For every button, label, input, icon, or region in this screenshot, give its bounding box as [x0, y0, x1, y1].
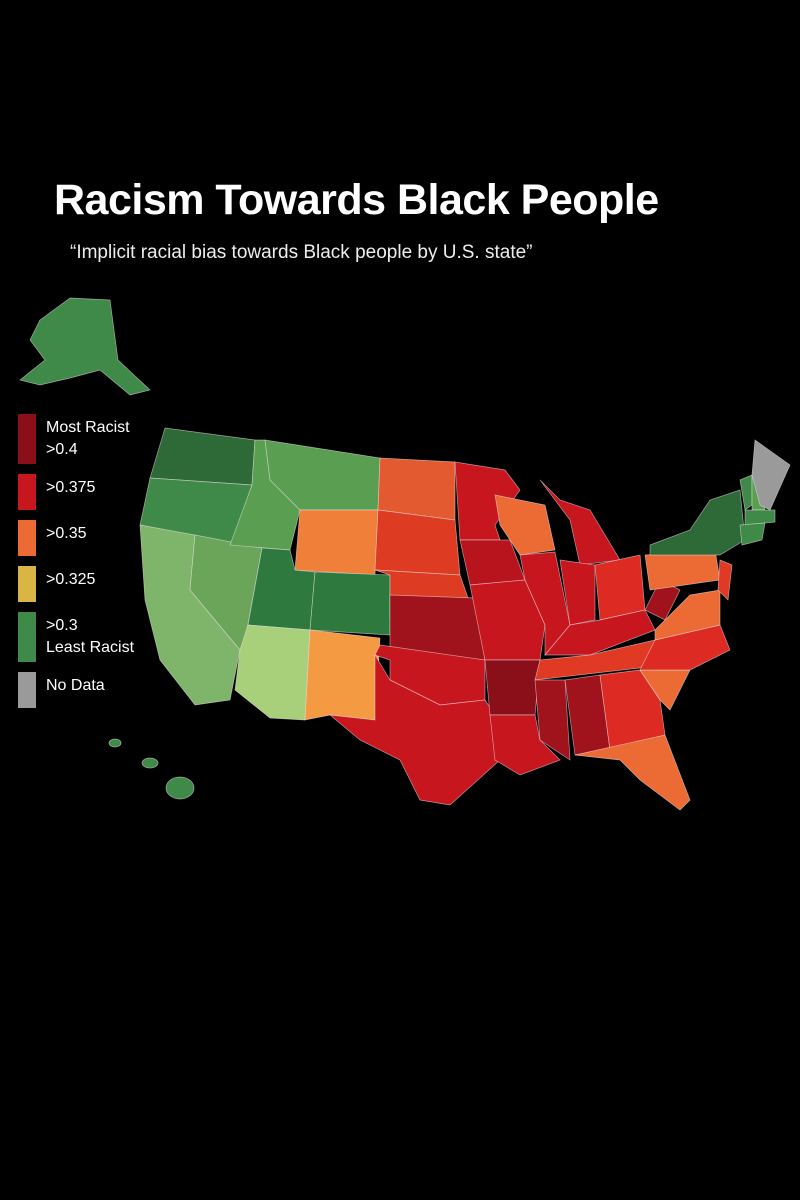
new-jersey — [717, 559, 733, 601]
louisiana — [489, 714, 561, 776]
mississippi — [534, 679, 571, 761]
hawaii — [108, 738, 122, 748]
washington — [149, 427, 256, 486]
legend-swatch — [18, 474, 36, 510]
legend-label: Most Racist — [46, 419, 130, 436]
hawaii — [165, 776, 195, 800]
indiana — [559, 559, 596, 626]
hawaii — [141, 757, 159, 769]
florida — [574, 734, 691, 811]
legend-label: No Data — [46, 677, 105, 694]
arizona — [234, 624, 311, 721]
missouri — [469, 579, 546, 661]
alaska — [19, 297, 151, 396]
states — [19, 297, 791, 811]
legend-label: >0.3 — [46, 617, 78, 634]
west-virginia — [644, 579, 681, 621]
south-dakota — [374, 509, 461, 576]
new-mexico — [304, 629, 381, 721]
wyoming — [294, 509, 379, 576]
legend-label: >0.375 — [46, 479, 95, 496]
legend-swatch — [18, 612, 36, 662]
legend-swatch — [18, 672, 36, 708]
massachusetts — [744, 509, 776, 526]
connecticut — [739, 522, 766, 546]
ohio — [594, 554, 646, 621]
legend-label: Least Racist — [46, 639, 135, 656]
legend-swatch — [18, 520, 36, 556]
arkansas — [484, 659, 541, 716]
legend-label: >0.4 — [46, 441, 78, 458]
colorado — [309, 571, 391, 636]
legend-swatch — [18, 566, 36, 602]
georgia — [599, 669, 666, 751]
north-dakota — [377, 457, 456, 521]
new-york — [649, 489, 746, 556]
pennsylvania — [644, 549, 721, 591]
subtitle: “Implicit racial bias towards Black peop… — [70, 242, 533, 263]
legend-swatch — [18, 414, 36, 464]
legend: Most Racist >0.4 >0.375 >0.35 >0.325 >0.3 Leas… — [18, 414, 135, 708]
virginia — [654, 589, 721, 641]
title: Racism Towards Black People — [54, 176, 659, 224]
maine — [751, 439, 791, 511]
legend-label: >0.325 — [46, 571, 95, 588]
legend-label: >0.35 — [46, 525, 87, 542]
